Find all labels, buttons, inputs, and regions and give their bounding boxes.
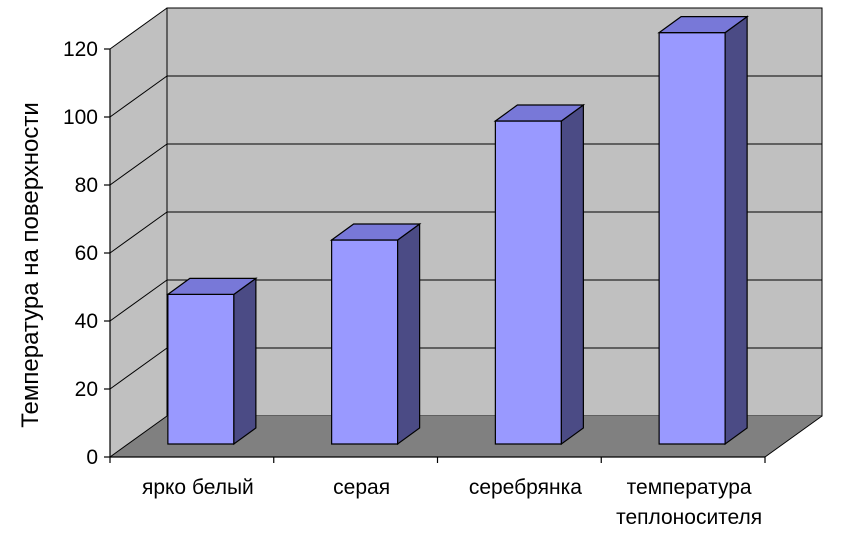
floor: [110, 416, 822, 457]
gridline-side: [109, 279, 168, 322]
category-label: температура: [627, 476, 752, 499]
y-tick-label: 120: [63, 38, 98, 61]
y-tick-label: 20: [75, 378, 98, 401]
bar-front: [331, 239, 399, 445]
bar: [329, 222, 422, 446]
bar-front: [658, 31, 726, 445]
floor-edge-right: [764, 415, 823, 458]
bar-top: [657, 16, 749, 34]
y-axis-title: Температура на поверхности: [17, 102, 44, 428]
labels: 0 20 40 60 80 100 120 ярко белый серая серебрянка…: [17, 38, 762, 529]
y-tick-label: 100: [63, 106, 98, 129]
bar-side: [560, 103, 584, 446]
bar-top: [493, 104, 586, 122]
y-tick-label: 40: [75, 310, 98, 333]
bar: [493, 103, 586, 446]
gridline-side: [109, 211, 168, 254]
bar-top: [329, 223, 422, 241]
bars: [166, 15, 749, 446]
floor-edge-left: [109, 415, 168, 458]
y-tick-label: 0: [86, 446, 98, 469]
category-label: ярко белый: [142, 476, 254, 499]
bar-side: [724, 15, 748, 446]
gridline-side: [109, 75, 168, 118]
y-tick-label: 80: [75, 174, 98, 197]
y-tick-label: 60: [75, 242, 98, 265]
gridline-side: [109, 7, 168, 50]
category-label: серебрянка: [469, 476, 582, 499]
bar-front: [494, 120, 562, 445]
bar-side: [233, 277, 257, 446]
category-label: теплоносителя: [616, 506, 762, 529]
bar: [166, 277, 258, 446]
bar-side: [397, 222, 421, 446]
category-label: серая: [333, 476, 390, 499]
axes: [104, 48, 766, 463]
gridline-side: [109, 347, 168, 390]
bar-top: [166, 277, 258, 295]
bar: [657, 15, 749, 446]
bar-front: [167, 293, 235, 445]
gridline-side: [109, 143, 168, 186]
